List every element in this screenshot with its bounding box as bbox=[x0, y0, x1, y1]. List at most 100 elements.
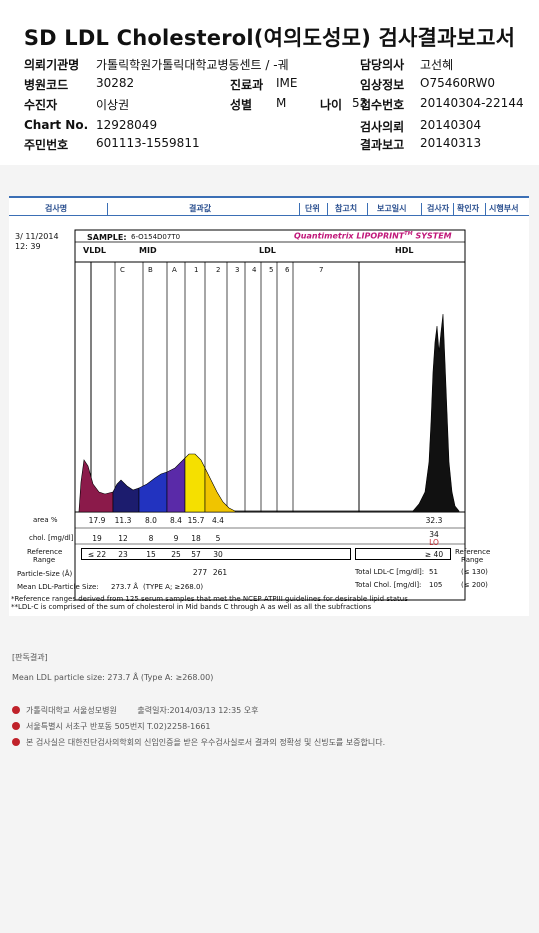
id-value: 601113-1559811 bbox=[96, 136, 200, 150]
ref-range-box-ldl bbox=[81, 548, 351, 560]
fraction-hdl bbox=[412, 313, 460, 513]
sample-date-value: 3/ 11/2014 bbox=[15, 232, 59, 241]
sample-date: 3/ 11/2014 12: 39 bbox=[15, 232, 59, 252]
total-chol-ref: (≤ 200) bbox=[461, 581, 488, 589]
ldl-sub-4: 4 bbox=[252, 266, 257, 274]
clinical-value: O75460RW0 bbox=[420, 76, 495, 90]
bullet-icon bbox=[12, 722, 20, 730]
sex-label: 성별 bbox=[230, 98, 253, 112]
sample-label: SAMPLE: bbox=[87, 233, 127, 242]
chart-frame bbox=[74, 229, 466, 601]
doctor-value: 고선혜 bbox=[420, 58, 454, 72]
mean-size-type: (TYPE A; ≥268.0) bbox=[143, 583, 204, 591]
ref-label-line1: Reference bbox=[27, 548, 63, 556]
ref-mid-a: 25 bbox=[171, 550, 181, 559]
col-test-name: 검사명 bbox=[45, 204, 68, 213]
mid-sub-a: A bbox=[172, 266, 177, 274]
col-ref: 참고치 bbox=[335, 204, 358, 213]
sample-time-value: 12: 39 bbox=[15, 242, 41, 251]
particle-size-label: Particle-Size (Å) bbox=[17, 570, 73, 578]
chol-ldl-1: 18 bbox=[191, 534, 201, 543]
id-label: 주민번호 bbox=[24, 138, 69, 152]
interpretation-header: [판독결과] bbox=[12, 653, 48, 662]
chol-vldl: 19 bbox=[92, 534, 102, 543]
ref-right-line1: Reference bbox=[455, 548, 491, 556]
footnote-1: *Reference ranges derived from 125 serum… bbox=[11, 595, 408, 603]
receipt-label: 접수번호 bbox=[360, 98, 405, 112]
area-mid-c: 11.3 bbox=[114, 516, 132, 525]
footer-print-date: 출력일자:2014/03/13 12:35 오후 bbox=[137, 706, 259, 715]
ref-right-line2: Range bbox=[461, 556, 484, 564]
hospital-code-label: 병원코드 bbox=[24, 78, 69, 92]
area-mid-a: 8.4 bbox=[170, 516, 182, 525]
clinical-label: 임상정보 bbox=[360, 78, 405, 92]
dept-label: 진료과 bbox=[230, 78, 264, 92]
col-report-date: 보고일시 bbox=[377, 204, 407, 213]
footer-line-1: 가톨릭대학교 서울성모병원 출력일자:2014/03/13 12:35 오후 bbox=[12, 705, 259, 716]
age-label: 나이 bbox=[320, 98, 343, 112]
footer-line-2: 서울특별시 서초구 반포동 505번지 T.02)2258-1661 bbox=[12, 721, 211, 732]
footer-certification: 본 검사실은 대한진단검사의학회의 신임인증을 받은 우수검사실로서 결과의 정… bbox=[26, 738, 386, 747]
institution-value: 가톨릭학원가톨릭대학교병동센트 / -궤 bbox=[96, 58, 289, 72]
dept-value: IME bbox=[276, 76, 298, 90]
chol-mid-b: 8 bbox=[148, 534, 154, 543]
fraction-mid-a bbox=[166, 457, 186, 513]
sex-value: M bbox=[276, 96, 287, 110]
total-ldl-label: Total LDL-C [mg/dl]: bbox=[355, 568, 425, 576]
request-label: 검사의뢰 bbox=[360, 120, 405, 134]
info-row-2: 병원코드 30282 진료과 IME 임상정보 O75460RW0 bbox=[24, 76, 536, 94]
report-value: 20140313 bbox=[420, 136, 482, 150]
brand-label: Quantimetrix LIPOPRINTTM SYSTEM bbox=[294, 231, 452, 241]
ref-mid-c: 23 bbox=[118, 550, 128, 559]
particle-size-1: 277 bbox=[192, 568, 208, 577]
col-verifier: 확인자 bbox=[457, 204, 480, 213]
ref-vldl: ≤ 22 bbox=[87, 550, 107, 559]
info-row-5: 주민번호 601113-1559811 결과보고 20140313 bbox=[24, 136, 536, 154]
chol-ldl-2: 5 bbox=[215, 534, 221, 543]
interpretation-text: Mean LDL particle size: 273.7 Å (Type A:… bbox=[12, 673, 214, 682]
total-ldl-ref: (≤ 130) bbox=[461, 568, 488, 576]
area-vldl: 17.9 bbox=[88, 516, 106, 525]
area-row-label: area % bbox=[33, 516, 58, 524]
report-label: 결과보고 bbox=[360, 138, 405, 152]
col-dept: 시행부서 bbox=[489, 204, 519, 213]
ldl-sub-6: 6 bbox=[285, 266, 290, 274]
lipoprint-chart bbox=[74, 229, 466, 601]
band-ldl: LDL bbox=[259, 246, 276, 255]
lipoprint-report: 검사명 결과값 단위 참고치 보고일시 검사자 확인자 시행부서 3/ 11/2… bbox=[9, 196, 529, 616]
fraction-ldl-1 bbox=[184, 453, 206, 513]
mean-size-value: 273.7 Å bbox=[111, 583, 139, 591]
info-row-1: 의뢰기관명 가톨릭학원가톨릭대학교병동센트 / -궤 담당의사 고선혜 bbox=[24, 56, 536, 74]
info-row-4: Chart No. 12928049 검사의뢰 20140304 bbox=[24, 118, 536, 136]
patient-label: 수진자 bbox=[24, 98, 58, 112]
result-header-bar: 검사명 결과값 단위 참고치 보고일시 검사자 확인자 시행부서 bbox=[9, 196, 529, 216]
footer-line-3: 본 검사실은 대한진단검사의학회의 신임인증을 받은 우수검사실로서 결과의 정… bbox=[12, 737, 385, 748]
age-value: 53 bbox=[352, 96, 368, 110]
chol-mid-a: 9 bbox=[173, 534, 179, 543]
area-hdl: 32.3 bbox=[425, 516, 443, 525]
band-hdl: HDL bbox=[395, 246, 414, 255]
institution-label: 의뢰기관명 bbox=[24, 58, 80, 72]
col-unit: 단위 bbox=[305, 204, 320, 213]
chol-hdl: 34 bbox=[429, 530, 439, 539]
mean-size-label: Mean LDL-Particle Size: bbox=[17, 583, 99, 591]
col-result: 결과값 bbox=[189, 204, 212, 213]
mid-sub-c: C bbox=[120, 266, 125, 274]
density-curve bbox=[78, 313, 460, 513]
fraction-ldl-2 bbox=[204, 467, 236, 513]
request-value: 20140304 bbox=[420, 118, 482, 132]
total-ldl-value: 51 bbox=[429, 568, 438, 576]
footer-address: 서울특별시 서초구 반포동 505번지 T.02)2258-1661 bbox=[26, 722, 211, 731]
particle-size-2: 261 bbox=[212, 568, 228, 577]
info-row-3: 수진자 이상권 성별 M 나이 53 접수번호 20140304-22144 bbox=[24, 96, 536, 114]
ldl-sub-5: 5 bbox=[269, 266, 274, 274]
hospital-code-value: 30282 bbox=[96, 76, 135, 90]
ldl-sub-3: 3 bbox=[235, 266, 240, 274]
ref-mid-b: 15 bbox=[146, 550, 156, 559]
area-ldl-2: 4.4 bbox=[212, 516, 224, 525]
band-vldl: VLDL bbox=[83, 246, 107, 255]
ref-range-box-hdl bbox=[355, 548, 451, 560]
receipt-value: 20140304-22144 bbox=[420, 96, 524, 110]
total-chol-value: 105 bbox=[429, 581, 443, 589]
area-mid-b: 8.0 bbox=[145, 516, 157, 525]
